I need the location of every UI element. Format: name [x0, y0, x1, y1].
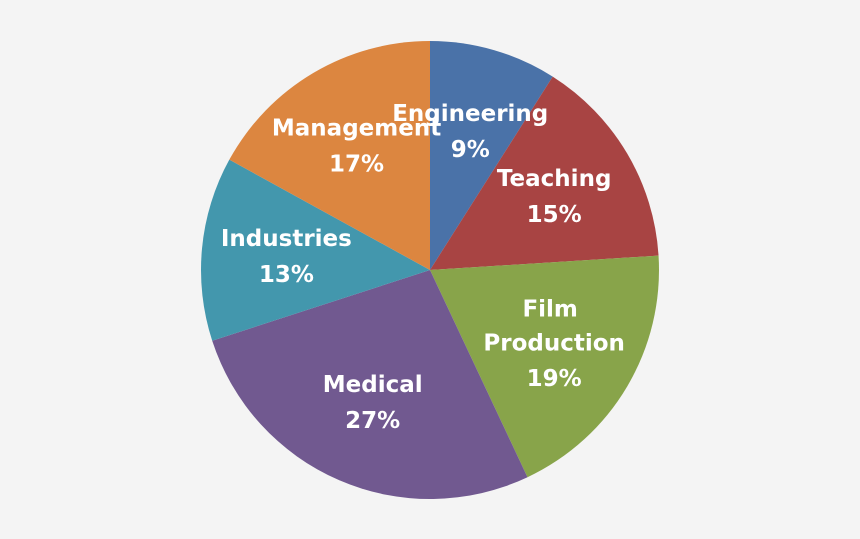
- pie-slice: [430, 255, 659, 478]
- slice-label-line: Film: [522, 296, 585, 322]
- slice-label: Industries: [221, 226, 352, 252]
- slice-label: Teaching: [497, 166, 611, 192]
- slice-value-label: 27%: [345, 408, 400, 434]
- slice-value-label: 13%: [259, 262, 314, 288]
- slice-label: Engineering: [392, 101, 548, 127]
- pie-slice: [201, 159, 430, 341]
- slice-value-label: 17%: [329, 151, 384, 177]
- slice-label-line: Production: [483, 330, 625, 356]
- slice-label: Film Production: [483, 296, 625, 356]
- pie-slice: [212, 270, 528, 500]
- slice-label: Medical: [323, 372, 423, 398]
- slice-label: Management: [272, 115, 441, 141]
- slice-value-label: 19%: [527, 366, 582, 392]
- slice-value-label: 9%: [451, 137, 490, 163]
- slice-value-label: 15%: [527, 202, 582, 228]
- pie-slice: [229, 41, 430, 270]
- pie-slice: [430, 41, 553, 270]
- pie-slice: [430, 76, 659, 271]
